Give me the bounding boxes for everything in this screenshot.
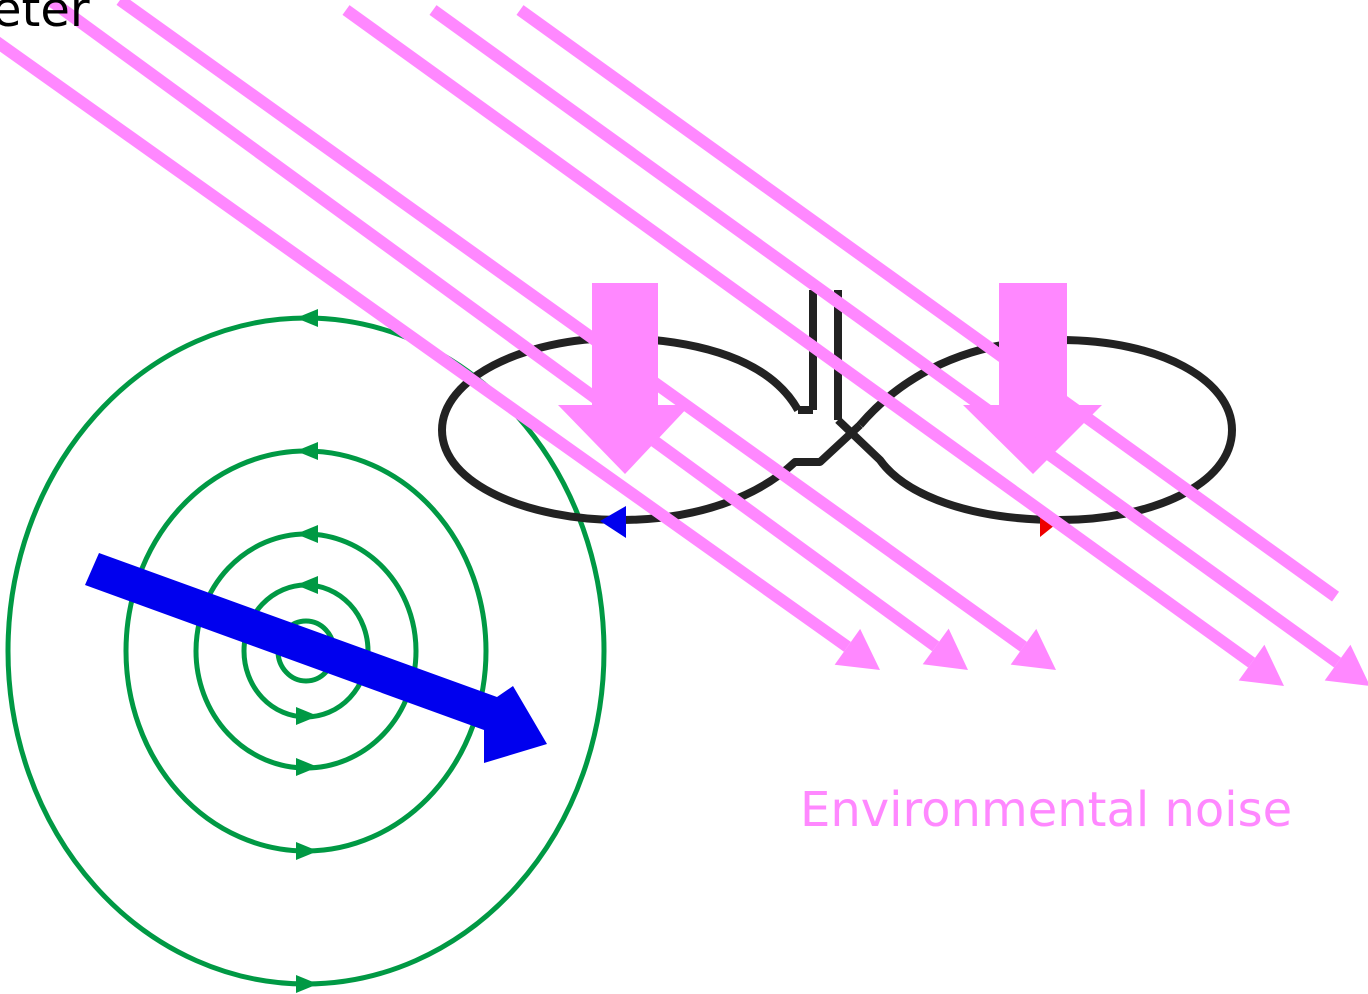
noise-arrowhead-icon (922, 628, 968, 670)
right-coil-loop (835, 336, 1236, 524)
noise-arrow-shaft (0, 36, 851, 652)
noise-arrow-shaft (342, 5, 1256, 668)
noise-arrow-shaft (516, 5, 1340, 602)
field-arrowhead-icon (296, 525, 318, 543)
noise-arrowhead-icon (1324, 644, 1368, 686)
field-arrowhead-icon (296, 309, 318, 327)
environmental-noise-label: Environmental noise (800, 782, 1292, 838)
field-arrowhead-icon (296, 576, 318, 594)
left-coil-loop (438, 334, 863, 524)
field-arrowhead-icon (296, 707, 318, 725)
left-coil-current-marker-icon (600, 506, 626, 538)
gradiometer-coil (438, 290, 1236, 524)
field-arrowhead-icon (296, 758, 318, 776)
field-direction-markers (296, 309, 318, 993)
noise-arrowhead-icon (834, 628, 880, 670)
noise-arrowhead-icon (1010, 628, 1056, 670)
top-left-label-fragment: eter (0, 0, 90, 38)
noise-arrowhead-icon (1238, 644, 1284, 686)
environmental-noise-arrows (0, 0, 1368, 686)
field-arrowhead-icon (296, 442, 318, 460)
field-arrowhead-icon (296, 842, 318, 860)
field-arrowhead-icon (296, 975, 318, 993)
flux-down-arrow-icon (558, 283, 690, 474)
current-arrow-icon (85, 553, 547, 763)
noise-arrow-shaft (116, 0, 1027, 652)
noise-arrow-shaft (46, 0, 940, 652)
noise-arrow-shaft (429, 5, 1342, 668)
